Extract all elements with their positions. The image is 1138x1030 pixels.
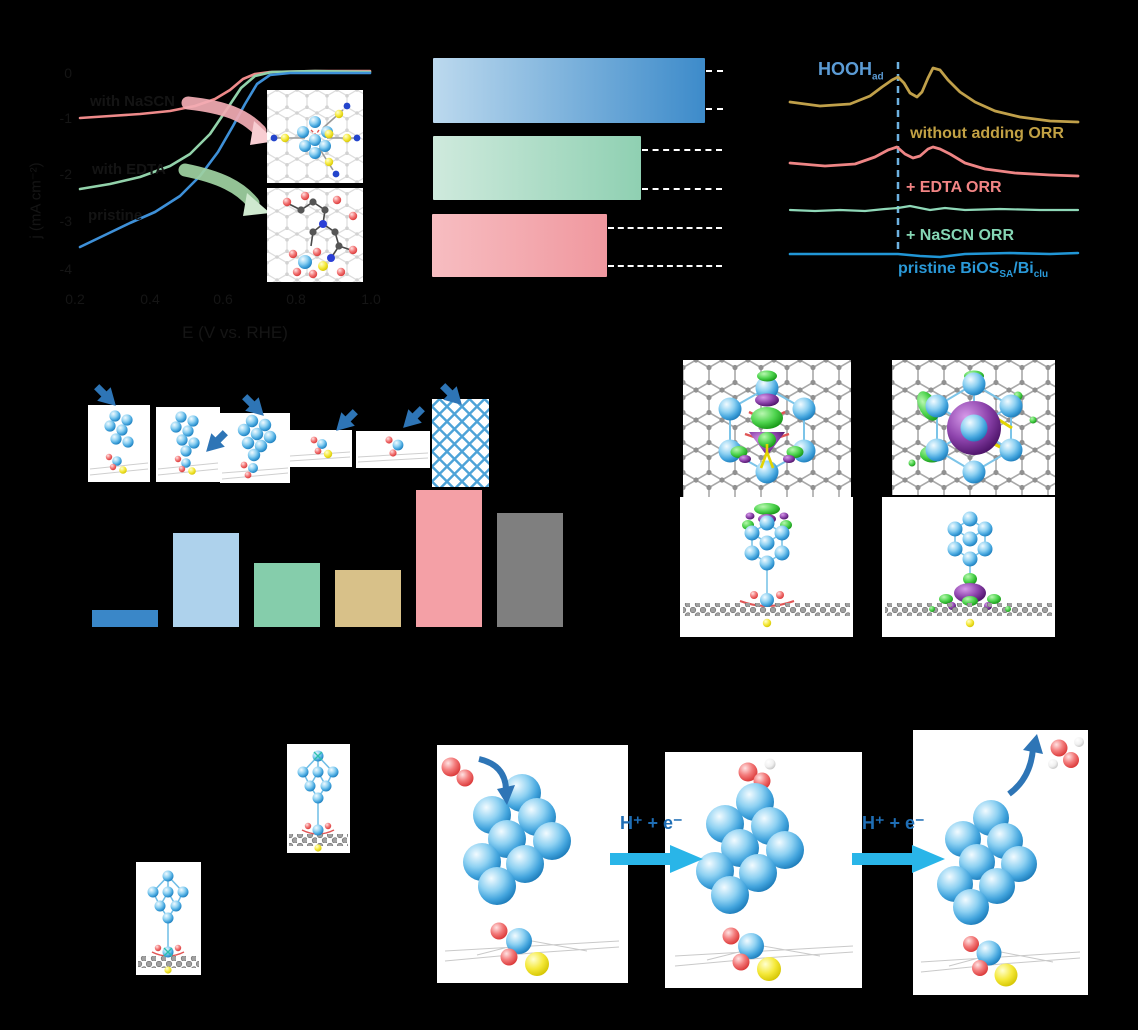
- g-step1-label: H⁺ + e⁻: [620, 813, 683, 833]
- d-inset-site-5: [356, 431, 430, 468]
- g-step1-arrow-icon: [610, 845, 703, 873]
- a-xtick-4: 1.0: [361, 291, 381, 307]
- curved-arrow-icon: [1023, 734, 1043, 754]
- b-leader-line: [608, 227, 722, 229]
- a-xtick-2: 0.6: [213, 291, 233, 307]
- d-inset-lattice-6: [432, 399, 489, 487]
- e-sideview-right: [882, 497, 1055, 637]
- d-bar-6: [497, 513, 563, 627]
- a-legend-nascn: with NaSCN: [90, 93, 176, 110]
- curved-arrow-icon: [497, 785, 515, 805]
- e-sideview-left: [680, 497, 853, 637]
- g-step-3-card: [913, 730, 1088, 995]
- cluster-on-site-icon: [89, 410, 149, 476]
- cluster-on-site-icon: [221, 414, 289, 480]
- charge-density-topview-icon: [683, 360, 851, 497]
- blue-arrow-icon: [206, 430, 228, 452]
- ooh-group-icon: [738, 762, 758, 782]
- d-bar-5: [416, 490, 482, 627]
- h2o2-molecule-icon: [1050, 739, 1068, 757]
- a-legend-pristine: pristine: [88, 207, 143, 224]
- c-curves: [788, 62, 1080, 259]
- a-ytick-0: 0: [64, 65, 72, 81]
- g-step-2-card: [665, 752, 862, 988]
- a-ytick-3: -3: [59, 213, 72, 229]
- b-leader-line: [642, 149, 722, 151]
- d-inset-cluster-site-3: [220, 413, 290, 483]
- g-step-1-card: [437, 745, 628, 983]
- blue-arrow-icon: [403, 406, 425, 428]
- a-inset-edta-structure: [267, 188, 363, 282]
- c-label-nascn-orr: + NaSCN ORR: [906, 227, 1015, 244]
- f-inset-structure-upper: [287, 744, 350, 853]
- panel-e-charge-density: [660, 340, 1138, 660]
- c-hooh-ad-label: HOOHad: [818, 59, 884, 83]
- b-bar-pink: [432, 214, 607, 277]
- charge-density-sideview-icon: [683, 503, 850, 628]
- d-inset-cluster-site-1: [88, 405, 150, 482]
- cluster-on-slab-icon: [289, 750, 348, 852]
- cluster-on-slab-icon: [138, 870, 199, 974]
- panel-a-polarization-plot: 0 -1 -2 -3 -4 0.2 0.4 0.6 0.8 1.0 E (V v…: [0, 0, 400, 350]
- b-bar-green: [433, 136, 641, 200]
- adsorbate-site-icon: [357, 436, 429, 463]
- a-ytick-2: -2: [59, 166, 72, 182]
- c-label-edta-orr: + EDTA ORR: [906, 179, 1002, 196]
- g-step2-label: H⁺ + e⁻: [862, 813, 925, 833]
- a-ytick-1: -1: [59, 110, 72, 126]
- cluster-on-site-icon: [157, 411, 219, 476]
- d-inset-cluster-site-2: [156, 407, 220, 482]
- charge-density-sideview-icon: [885, 511, 1052, 628]
- blue-arrow-icon: [336, 409, 358, 431]
- f-inset-structure-lower: [136, 862, 201, 975]
- nascn-molecule-icon: [267, 90, 363, 183]
- panel-c-spectra-plot: HOOHad without adding ORR + EDTA ORR + N…: [770, 40, 1110, 295]
- c-label-without-adding-orr: without adding ORR: [910, 125, 1064, 142]
- panel-b-horizontal-bars: [0, 0, 760, 330]
- charge-density-topview-icon: [892, 360, 1055, 495]
- a-xtick-0: 0.2: [65, 291, 85, 307]
- green-arrowhead: [243, 193, 270, 216]
- a-inset-nascn-structure: [267, 90, 363, 183]
- a-xtick-1: 0.4: [140, 291, 160, 307]
- g-step2-arrow-icon: [852, 845, 945, 873]
- d-bar-3: [254, 563, 320, 627]
- a-callout-arrows: [178, 96, 276, 216]
- edta-molecule-icon: [267, 188, 363, 282]
- o2-molecule-icon: [441, 757, 461, 777]
- b-leader-line: [608, 265, 722, 267]
- d-bar-1: [92, 610, 158, 627]
- blue-arrow-icon: [94, 384, 116, 406]
- c-label-pristine-bios: pristine BiOSSA/Biclu: [898, 260, 1049, 281]
- h2o2-release-structure: [920, 734, 1084, 987]
- b-leader-line: [706, 70, 723, 72]
- a-xtick-3: 0.8: [286, 291, 306, 307]
- o2-adsorption-structure: [441, 756, 620, 976]
- panel-d-bar-chart: [0, 360, 660, 680]
- a-legend-edta: with EDTA: [92, 161, 166, 178]
- b-leader-line: [642, 188, 722, 190]
- bi-lattice-icon: [432, 399, 489, 487]
- b-leader-line: [706, 108, 723, 110]
- blue-arrow-icon: [242, 394, 264, 416]
- ooh-intermediate-structure: [674, 758, 854, 981]
- e-topview-left: [683, 360, 851, 497]
- d-bar-2: [173, 533, 239, 627]
- a-ytick-4: -4: [59, 261, 72, 277]
- a-x-axis-label: E (V vs. RHE): [182, 323, 288, 342]
- adsorbate-site-icon: [289, 436, 351, 462]
- a-curves: [78, 69, 372, 249]
- e-topview-right: [892, 360, 1055, 495]
- d-bar-4: [335, 570, 401, 627]
- d-inset-site-4: [288, 430, 352, 467]
- b-bar-blue: [433, 58, 705, 123]
- blue-arrow-icon: [440, 383, 462, 405]
